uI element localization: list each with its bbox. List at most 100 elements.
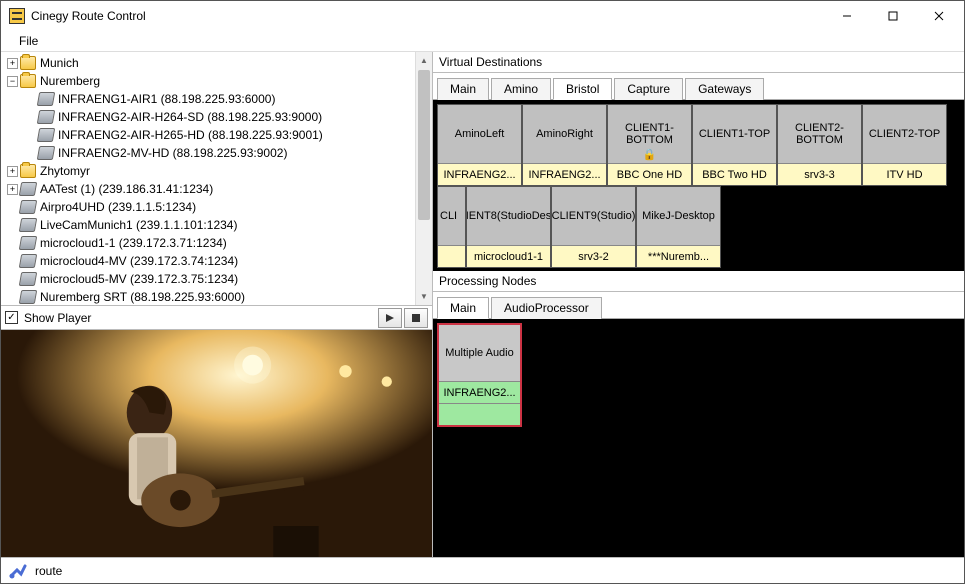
destination-cell[interactable]: CLI xyxy=(437,186,466,268)
processing-nodes-grid: Multiple AudioINFRAENG2... xyxy=(433,319,964,557)
tree-item-label: INFRAENG2-AIR-H264-SD (88.198.225.93:900… xyxy=(58,108,322,126)
processing-nodes-tab[interactable]: AudioProcessor xyxy=(491,297,602,319)
tree-item-label: microcloud5-MV (239.172.3.75:1234) xyxy=(40,270,238,288)
tree-item[interactable]: LiveCamMunich1 (239.1.1.101:1234) xyxy=(7,216,432,234)
device-icon xyxy=(19,182,37,196)
tree-item[interactable]: microcloud1-1 (239.172.3.71:1234) xyxy=(7,234,432,252)
tree-item[interactable]: + Zhytomyr xyxy=(7,162,432,180)
virtual-destinations-tab[interactable]: Capture xyxy=(614,78,683,100)
destination-cell[interactable]: AminoLeftINFRAENG2... xyxy=(437,104,522,186)
tree-item[interactable]: INFRAENG1-AIR1 (88.198.225.93:6000) xyxy=(25,90,432,108)
window-title: Cinegy Route Control xyxy=(31,9,146,23)
tree-item-label: INFRAENG2-MV-HD (88.198.225.93:9002) xyxy=(58,144,287,162)
device-icon xyxy=(19,200,37,214)
destination-cell[interactable]: CLIENT1-BOTTOM🔒BBC One HD xyxy=(607,104,692,186)
tree-item[interactable]: INFRAENG2-MV-HD (88.198.225.93:9002) xyxy=(25,144,432,162)
folder-icon xyxy=(20,74,36,88)
device-icon xyxy=(19,272,37,286)
tree-expander[interactable]: + xyxy=(7,58,18,69)
tree-item[interactable]: microcloud5-MV (239.172.3.75:1234) xyxy=(7,270,432,288)
virtual-destinations-tab[interactable]: Gateways xyxy=(685,78,764,100)
virtual-destinations-tab[interactable]: Amino xyxy=(491,78,551,100)
destination-name: AminoLeft xyxy=(438,105,521,163)
tree-item-label: INFRAENG1-AIR1 (88.198.225.93:6000) xyxy=(58,90,275,108)
destination-name: CLIENT1-TOP xyxy=(693,105,776,163)
destination-name: CLI xyxy=(438,187,465,245)
menubar: File xyxy=(1,31,964,51)
tree-item-label: LiveCamMunich1 (239.1.1.101:1234) xyxy=(40,216,237,234)
tree-item-label: Airpro4UHD (239.1.1.5:1234) xyxy=(40,198,196,216)
destination-source: BBC Two HD xyxy=(693,163,776,185)
destination-cell[interactable]: AminoRightINFRAENG2... xyxy=(522,104,607,186)
tree-item-label: INFRAENG2-AIR-H265-HD (88.198.225.93:900… xyxy=(58,126,323,144)
destination-name: IENT8(StudioDes xyxy=(467,187,550,245)
tree-item[interactable]: INFRAENG2-AIR-H264-SD (88.198.225.93:900… xyxy=(25,108,432,126)
destination-name: CLIENT2-BOTTOM xyxy=(778,105,861,163)
tree-item[interactable]: microcloud4-MV (239.172.3.74:1234) xyxy=(7,252,432,270)
stop-button[interactable] xyxy=(404,308,428,328)
show-player-label: Show Player xyxy=(24,311,91,325)
processing-nodes-tabs: MainAudioProcessor xyxy=(433,292,964,319)
device-icon xyxy=(37,110,55,124)
maximize-button[interactable] xyxy=(870,1,916,31)
minimize-button[interactable] xyxy=(824,1,870,31)
tree-item[interactable]: −Nuremberg xyxy=(7,72,432,90)
destination-cell[interactable]: CLIENT9(Studio)srv3-2 xyxy=(551,186,636,268)
tree-expander[interactable]: − xyxy=(7,76,18,87)
menu-file[interactable]: File xyxy=(11,32,46,50)
processing-name: Multiple Audio xyxy=(439,325,520,381)
scroll-thumb[interactable] xyxy=(418,70,430,220)
virtual-destinations-grid: AminoLeftINFRAENG2...AminoRightINFRAENG2… xyxy=(433,100,964,271)
destination-source: BBC One HD xyxy=(608,163,691,185)
tree-item[interactable]: +Munich xyxy=(7,54,432,72)
virtual-destinations-header: Virtual Destinations xyxy=(433,52,964,73)
virtual-destinations-tab[interactable]: Main xyxy=(437,78,489,100)
show-player-checkbox[interactable]: ✓ xyxy=(5,311,18,324)
device-icon xyxy=(19,290,37,304)
tree-item[interactable]: Airpro4UHD (239.1.1.5:1234) xyxy=(7,198,432,216)
destination-source: microcloud1-1 xyxy=(467,245,550,267)
folder-icon xyxy=(20,164,36,178)
tree-item-label: Nuremberg SRT (88.198.225.93:6000) xyxy=(40,288,245,305)
tree-expander[interactable]: + xyxy=(7,184,18,195)
tree-item-label: microcloud1-1 (239.172.3.71:1234) xyxy=(40,234,227,252)
destination-name: MikeJ-Desktop xyxy=(637,187,720,245)
tree-item-label: Zhytomyr xyxy=(40,162,90,180)
destination-source: ***Nuremb... xyxy=(637,245,720,267)
destination-source xyxy=(438,245,465,267)
scroll-down-arrow[interactable]: ▼ xyxy=(416,288,432,305)
destination-cell[interactable]: CLIENT2-TOPITV HD xyxy=(862,104,947,186)
tree-item-label: AATest (1) (239.186.31.41:1234) xyxy=(40,180,213,198)
processing-extra xyxy=(439,403,520,425)
titlebar: Cinegy Route Control xyxy=(1,1,964,31)
destination-source: srv3-2 xyxy=(552,245,635,267)
virtual-destinations-tab[interactable]: Bristol xyxy=(553,78,612,100)
statusbar: route xyxy=(1,557,964,583)
destination-cell[interactable]: MikeJ-Desktop***Nuremb... xyxy=(636,186,721,268)
tree-item[interactable]: INFRAENG2-AIR-H265-HD (88.198.225.93:900… xyxy=(25,126,432,144)
destination-cell[interactable]: IENT8(StudioDesmicrocloud1-1 xyxy=(466,186,551,268)
tree-item[interactable]: Nuremberg SRT (88.198.225.93:6000) xyxy=(7,288,432,305)
tree-item[interactable]: + AATest (1) (239.186.31.41:1234) xyxy=(7,180,432,198)
processing-nodes-header: Processing Nodes xyxy=(433,271,964,292)
destination-source: ITV HD xyxy=(863,163,946,185)
device-icon xyxy=(19,218,37,232)
scroll-up-arrow[interactable]: ▲ xyxy=(416,52,432,69)
tree-expander[interactable]: + xyxy=(7,166,18,177)
destination-cell[interactable]: CLIENT1-TOPBBC Two HD xyxy=(692,104,777,186)
device-icon xyxy=(19,236,37,250)
destination-source: srv3-3 xyxy=(778,163,861,185)
processing-nodes-tab[interactable]: Main xyxy=(437,297,489,319)
tree-scrollbar[interactable]: ▲ ▼ xyxy=(415,52,432,305)
source-tree[interactable]: +Munich−NurembergINFRAENG1-AIR1 (88.198.… xyxy=(1,52,432,305)
device-icon xyxy=(37,146,55,160)
device-icon xyxy=(19,254,37,268)
device-icon xyxy=(37,92,55,106)
player-controls: ✓ Show Player xyxy=(1,306,432,330)
destination-cell[interactable]: CLIENT2-BOTTOMsrv3-3 xyxy=(777,104,862,186)
destination-source: INFRAENG2... xyxy=(438,163,521,185)
lock-icon: 🔒 xyxy=(643,148,657,161)
processing-cell[interactable]: Multiple AudioINFRAENG2... xyxy=(437,323,522,427)
close-button[interactable] xyxy=(916,1,962,31)
play-button[interactable] xyxy=(378,308,402,328)
